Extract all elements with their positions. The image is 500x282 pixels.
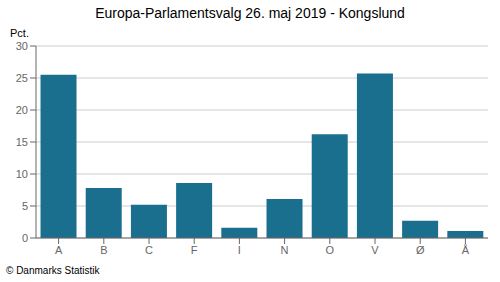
svg-text:C: C — [145, 244, 153, 256]
svg-text:10: 10 — [16, 168, 28, 180]
svg-text:15: 15 — [16, 136, 28, 148]
html-text:Europa-Parlamentsvalg 26. maj: Europa-Parlamentsvalg 26. maj 2019 - Kon… — [95, 5, 405, 21]
svg-text:I: I — [238, 244, 241, 256]
svg-text:20: 20 — [16, 104, 28, 116]
svg-text:5: 5 — [22, 200, 28, 212]
svg-text:A: A — [55, 244, 63, 256]
svg-text:Å: Å — [462, 244, 470, 256]
svg-text:B: B — [100, 244, 107, 256]
svg-text:30: 30 — [16, 40, 28, 52]
svg-text:25: 25 — [16, 72, 28, 84]
svg-text:0: 0 — [22, 232, 28, 244]
svg-text:O: O — [326, 244, 335, 256]
svg-text:N: N — [281, 244, 289, 256]
svg-text:Ø: Ø — [416, 244, 425, 256]
svg-text:F: F — [191, 244, 198, 256]
svg-text:V: V — [371, 244, 379, 256]
html-text:Pct.: Pct. — [10, 27, 29, 39]
html-text:© Danmarks Statistik: © Danmarks Statistik — [6, 265, 100, 276]
